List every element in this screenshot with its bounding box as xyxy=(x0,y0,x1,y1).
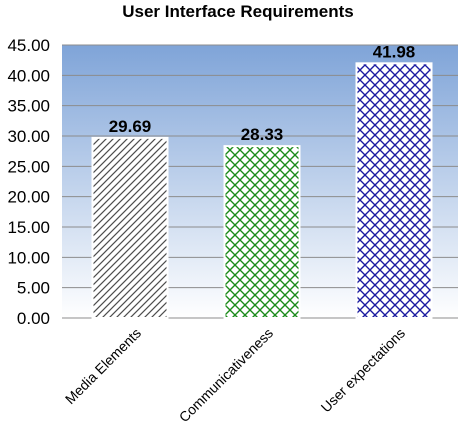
y-tick-label: 0.00 xyxy=(17,309,50,328)
y-tick-label: 15.00 xyxy=(7,218,50,237)
data-labels: 29.69 28.33 41.98 xyxy=(109,42,416,144)
data-label: 41.98 xyxy=(373,42,416,61)
bar-media-elements xyxy=(91,136,169,319)
y-tick-label: 40.00 xyxy=(7,66,50,85)
x-tick-label: Media Elements xyxy=(62,325,144,407)
y-tick-label: 5.00 xyxy=(17,279,50,298)
x-axis-ticks: Media Elements Communicativeness User expe… xyxy=(62,325,408,425)
bar-user-expectations xyxy=(355,62,433,319)
data-label: 29.69 xyxy=(109,117,152,136)
y-tick-label: 10.00 xyxy=(7,248,50,267)
x-tick-label: User expectations xyxy=(318,325,409,416)
bar-communicativeness xyxy=(223,145,301,319)
bars xyxy=(91,62,433,319)
y-tick-label: 35.00 xyxy=(7,97,50,116)
y-axis-ticks: 0.00 5.00 10.00 15.00 20.00 25.00 30.00 35.00 40… xyxy=(7,36,50,328)
x-tick-label: Communicativeness xyxy=(176,325,276,425)
y-tick-label: 45.00 xyxy=(7,36,50,55)
y-tick-label: 25.00 xyxy=(7,157,50,176)
chart-title: User Interface Requirements xyxy=(122,2,353,21)
y-tick-label: 30.00 xyxy=(7,127,50,146)
data-label: 28.33 xyxy=(241,125,284,144)
y-tick-label: 20.00 xyxy=(7,188,50,207)
